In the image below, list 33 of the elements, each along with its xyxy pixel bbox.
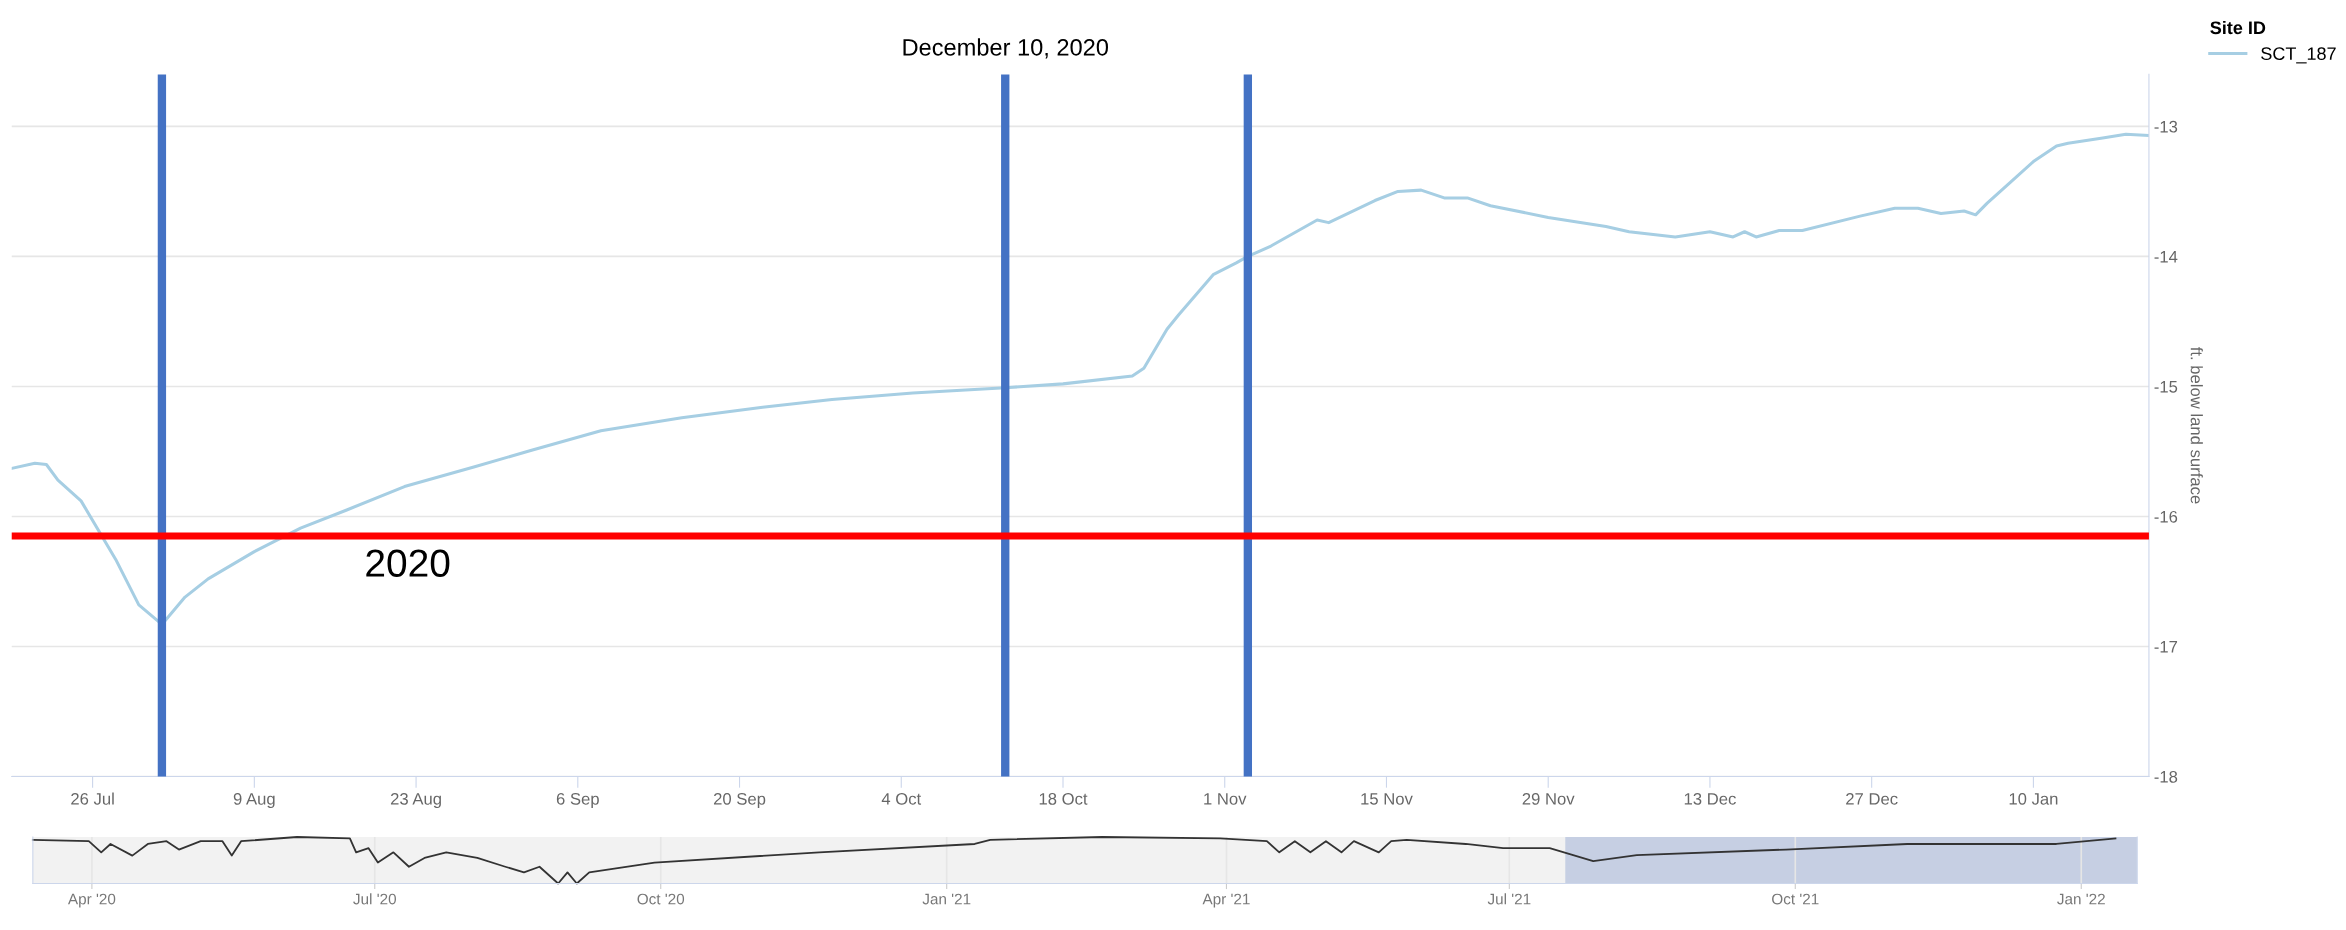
x-tick-label: Apr '21 (1202, 893, 1250, 908)
line-series (11, 132, 2149, 626)
x-tick-label: 9 Aug (233, 792, 275, 809)
y-tick-label: -15 (2154, 381, 2178, 393)
x-tick-label: Jan '21 (922, 893, 971, 905)
x-tick-label: 29 Nov (1522, 792, 1575, 805)
legend-title: Site ID (2210, 20, 2266, 35)
x-tick-label: 20 Sep (713, 792, 766, 809)
x-tick-label: 27 Dec (1846, 792, 1898, 805)
y-tick-label: -13 (2154, 120, 2178, 133)
x-tick-label: Jul '20 (353, 893, 397, 905)
x-tick-label: 23 Aug (390, 792, 441, 809)
annotation: 2020 (366, 549, 450, 577)
x-tick-label: Jul '21 (1487, 893, 1531, 905)
y-tick-label: -17 (2154, 641, 2178, 653)
x-tick-label: 4 Oct (881, 792, 922, 805)
ref-line-label: December 10, 2020 (903, 38, 1109, 59)
x-tick-label: 15 Nov (1361, 793, 1413, 805)
x-tick-label: Jan '22 (2057, 893, 2105, 905)
y-tick-label: -18 (2154, 770, 2178, 783)
x-tick-label: 18 Oct (1039, 792, 1088, 805)
y-axis-title: ft. below land surface (2190, 346, 2203, 504)
x-tick-label: 1 Nov (1204, 793, 1247, 805)
x-tick-label: 13 Dec (1684, 792, 1736, 805)
x-tick-label: 6 Sep (556, 792, 599, 809)
y-tick-label: -14 (2154, 251, 2178, 263)
x-tick-label: Apr '20 (67, 893, 116, 908)
legend-label: SCT_187 (2261, 47, 2336, 64)
x-tick-label: Oct '20 (637, 893, 685, 905)
y-tick-label: -16 (2154, 510, 2178, 523)
x-tick-label: 26 Jul (71, 792, 114, 805)
x-tick-label: 10 Jan (2009, 792, 2058, 805)
x-tick-label: Oct '21 (1772, 893, 1819, 905)
